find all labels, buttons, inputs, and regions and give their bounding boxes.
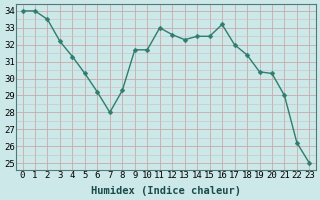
- X-axis label: Humidex (Indice chaleur): Humidex (Indice chaleur): [91, 186, 241, 196]
